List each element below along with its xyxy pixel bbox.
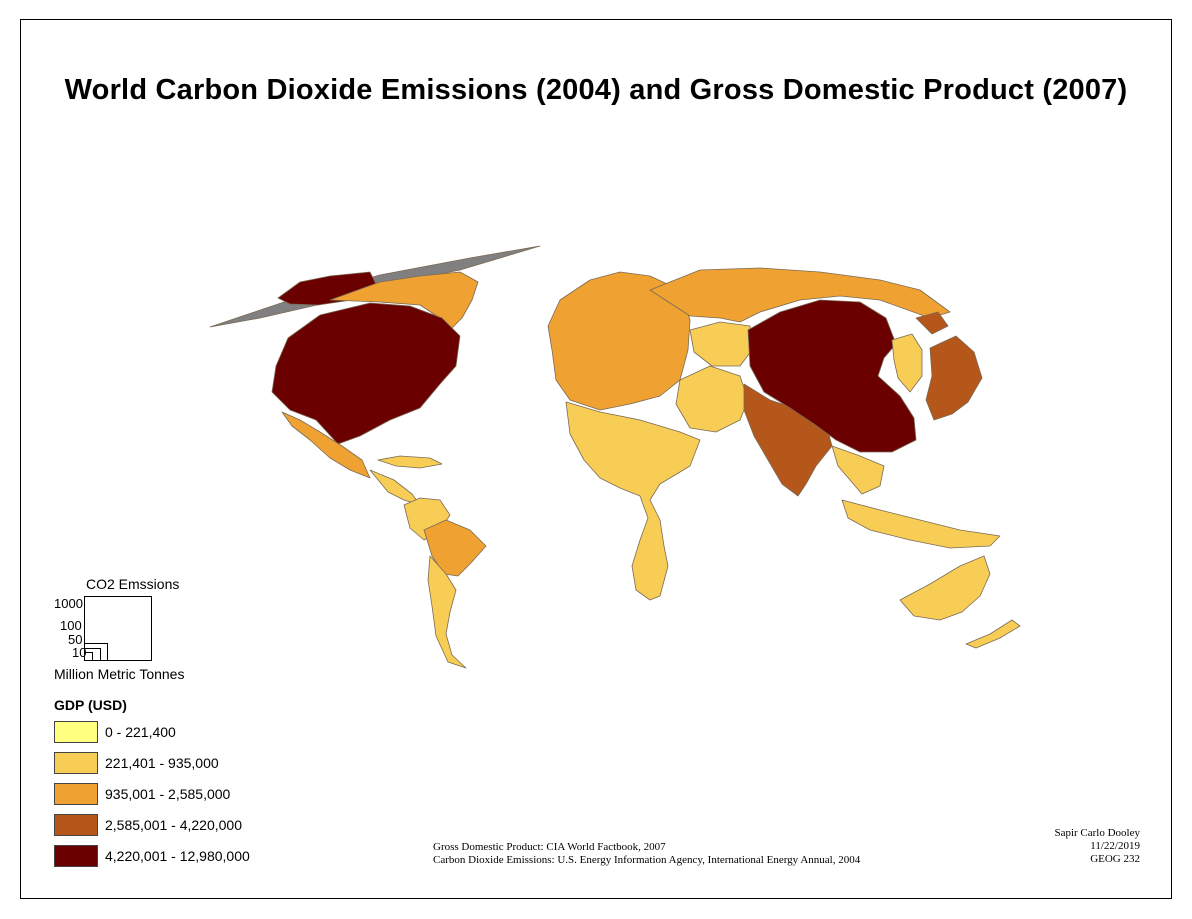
credit-author: Sapir Carlo Dooley (1054, 827, 1140, 839)
gdp-swatch (54, 721, 98, 743)
co2-size-label: 100 (60, 618, 82, 633)
region-new-zealand (965, 619, 1021, 649)
region-brazil (423, 519, 487, 577)
map-title: World Carbon Dioxide Emissions (2004) an… (64, 74, 1128, 106)
region-indonesia (841, 499, 1001, 549)
co2-size-label: 1000 (54, 596, 83, 611)
co2-size-label: 50 (68, 632, 83, 647)
region-china (747, 299, 917, 453)
map-credits: Sapir Carlo Dooley 11/22/2019 GEOG 232 (1054, 827, 1140, 866)
region-korea (891, 333, 923, 393)
region-middle-east (675, 365, 749, 433)
region-southeast-asia (831, 445, 885, 495)
region-mexico (281, 411, 371, 479)
co2-size-square (84, 596, 152, 661)
gdp-legend-title: GDP (USD) (54, 697, 127, 713)
source-gdp: Gross Domestic Product: CIA World Factbo… (433, 841, 666, 853)
gdp-class-label: 2,585,001 - 4,220,000 (105, 817, 243, 833)
credit-course: GEOG 232 (1090, 853, 1140, 865)
region-argentina-chile (427, 555, 467, 669)
co2-legend-unit: Million Metric Tonnes (54, 666, 185, 682)
gdp-class-label: 935,001 - 2,585,000 (105, 786, 231, 802)
region-canada-arctic (329, 271, 479, 331)
gdp-swatch (54, 783, 98, 805)
region-japan (925, 335, 983, 421)
co2-size-square (84, 652, 93, 661)
gdp-swatch (54, 814, 98, 836)
region-central-america (369, 469, 421, 506)
region-central-asia (689, 321, 753, 367)
region-europe (547, 271, 691, 411)
gdp-class-label: 0 - 221,400 (105, 724, 176, 740)
region-africa (565, 401, 701, 601)
co2-size-label: 10 (72, 645, 87, 660)
map-frame (20, 19, 1172, 899)
region-australia (899, 555, 991, 621)
co2-legend-title: CO2 Emssions (86, 576, 180, 592)
data-sources: Gross Domestic Product: CIA World Factbo… (433, 841, 860, 867)
region-russia (649, 267, 951, 323)
region-north-america (271, 302, 461, 445)
region-caribbean (377, 455, 443, 469)
gdp-swatch (54, 845, 98, 867)
region-japan-north (915, 311, 949, 335)
gdp-swatch (54, 752, 98, 774)
gdp-class-label: 221,401 - 935,000 (105, 755, 219, 771)
credit-date: 11/22/2019 (1090, 840, 1140, 852)
source-co2: Carbon Dioxide Emissions: U.S. Energy In… (433, 854, 861, 866)
gdp-class-label: 4,220,001 - 12,980,000 (105, 848, 250, 864)
